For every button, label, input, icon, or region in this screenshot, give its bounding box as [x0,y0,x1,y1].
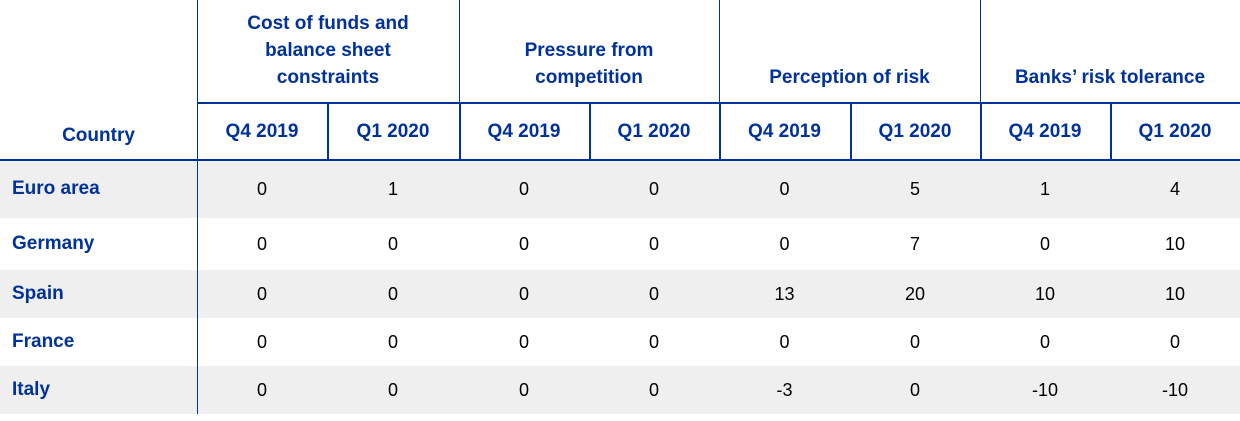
value-cell: 0 [648,379,659,400]
value-cell: 0 [1039,331,1050,352]
value-cell: 0 [779,331,790,352]
value-cell: 0 [256,379,267,400]
value-cell: 20 [904,283,926,304]
value-cell: 0 [256,233,267,254]
value-cell: 0 [648,331,659,352]
value-cell: -10 [1161,379,1188,400]
value-cell: 0 [256,331,267,352]
value-cell: 7 [909,233,920,254]
row-background [0,366,1240,414]
column-divider [1110,103,1112,160]
group-header: Cost of funds and balance sheet constrai… [247,13,409,88]
sub-header: Q1 2020 [878,120,952,142]
row-background [0,270,1240,318]
column-divider [459,103,461,160]
group-divider [197,0,198,160]
value-cell: 0 [518,331,529,352]
sub-header: Q1 2020 [617,120,691,142]
country-name: Spain [12,283,64,304]
group-divider [980,0,981,160]
sub-header: Q4 2019 [487,120,561,142]
value-cell: 0 [256,178,267,199]
country-name: Germany [12,233,95,254]
header-rule [197,102,1240,104]
sub-header: Q4 2019 [748,120,821,142]
value-cell: 0 [779,233,790,254]
sub-header: Q1 2020 [1138,120,1212,142]
column-divider [850,103,852,160]
value-cell: 0 [518,379,529,400]
column-divider [980,103,982,160]
value-cell: 10 [1164,233,1186,254]
value-cell: 0 [648,233,659,254]
value-cell: 0 [387,379,398,400]
group-header: Perception of risk [769,67,930,88]
value-cell: 0 [518,233,529,254]
value-cell: 0 [779,178,790,199]
value-cell: 0 [1039,233,1050,254]
column-divider [589,103,591,160]
value-cell: 1 [387,178,398,199]
value-cell: 0 [387,233,398,254]
value-cell: 13 [774,283,795,304]
value-cell: -10 [1031,379,1058,400]
value-cell: 0 [648,178,659,199]
value-cell: 0 [909,331,920,352]
value-cell: 0 [518,283,529,304]
value-cell: 0 [1169,331,1180,352]
country-name: France [12,331,75,352]
row-background [0,160,1240,218]
value-cell: 0 [256,283,267,304]
value-cell: 0 [909,379,920,400]
country-header: Country [62,124,135,146]
value-cell: -3 [776,379,793,400]
value-cell: 5 [909,178,920,199]
value-cell: 0 [387,331,398,352]
value-cell: 0 [648,283,659,304]
value-cell: 4 [1169,178,1180,199]
country-divider [197,160,198,414]
group-header: Pressure from competition [524,40,654,88]
header-rule [0,159,1240,161]
country-name: Italy [12,379,51,400]
value-cell: 1 [1039,178,1050,199]
column-divider [327,103,329,160]
country-name: Euro area [12,178,100,199]
group-divider [459,0,460,160]
sub-header: Q4 2019 [225,120,299,142]
group-divider [719,0,720,160]
value-cell: 10 [1034,283,1056,304]
group-header: Banks’ risk tolerance [1014,67,1206,88]
sub-header: Q4 2019 [1008,120,1082,142]
value-cell: 0 [518,178,529,199]
value-cell: 0 [387,283,398,304]
value-cell: 10 [1164,283,1186,304]
sub-header: Q1 2020 [356,120,430,142]
column-divider [719,103,721,160]
